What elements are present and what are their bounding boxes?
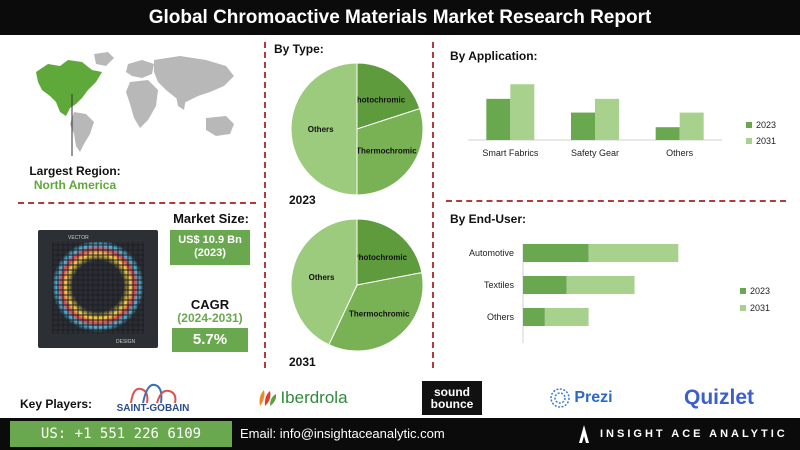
- asia-shape: [154, 56, 234, 102]
- application-category-label: Safety Gear: [571, 148, 619, 158]
- prezi-swirl-icon: [550, 388, 571, 408]
- iberdrola-leaf-icon: [259, 390, 277, 406]
- application-bar-others-2023: [655, 127, 680, 140]
- pie-label-thermochromic: Thermochromic: [349, 310, 410, 319]
- end-user-legend-label-2031: 2031: [750, 303, 770, 313]
- application-legend-swatch-2031: [746, 138, 752, 144]
- divider-right-horizontal: [446, 200, 786, 202]
- sound-bounce-text: sound bounce: [430, 385, 474, 411]
- south-america-shape: [70, 112, 94, 152]
- end-user-legend-swatch-2031: [740, 305, 746, 311]
- iberdrola-text: Iberdrola: [280, 388, 348, 407]
- pie-chart-2023: Photochromic Thermochromic Others: [290, 62, 424, 196]
- application-category-label: Smart Fabrics: [482, 148, 539, 158]
- divider-left-horizontal: [18, 202, 256, 204]
- largest-region-label: Largest Region:: [29, 164, 121, 178]
- application-legend-label-2023: 2023: [756, 120, 776, 130]
- saint-gobain-arch-icon: [130, 383, 177, 403]
- product-image: VECTOR DESIGN: [38, 230, 158, 348]
- market-size-label: Market Size:: [173, 211, 249, 226]
- end-user-bar-chart: Automotive Textiles Others 2023 2031: [469, 244, 770, 343]
- application-bar-smart-fabrics-2031: [510, 84, 535, 140]
- end-user-legend-label-2023: 2023: [750, 286, 770, 296]
- market-size-box: US$ 10.9 Bn (2023): [170, 230, 250, 265]
- market-size-year: (2023): [194, 247, 226, 259]
- end-user-category-label: Textiles: [484, 280, 515, 290]
- page-title: Global Chromoactive Materials Market Res…: [148, 7, 652, 28]
- end-user-bar-textiles-2023: [523, 276, 567, 294]
- pie-label-thermochromic: Thermochromic: [356, 146, 417, 155]
- australia-shape: [206, 116, 234, 136]
- cagr-label: CAGR: [190, 297, 230, 312]
- application-legend-swatch-2023: [746, 122, 752, 128]
- application-bar-smart-fabrics-2023: [486, 98, 511, 140]
- prezi-text: Prezi: [574, 389, 613, 406]
- pie-label-photochromic: Photochromic: [353, 253, 407, 262]
- pie-slice-photochromic: [356, 62, 421, 130]
- pie-slice-photochromic: [356, 218, 423, 286]
- africa-shape: [126, 80, 158, 128]
- quizlet-text: Quizlet: [683, 386, 754, 409]
- insight-ace-logo-icon: [579, 425, 589, 443]
- quizlet-logo: Quizlet: [672, 380, 766, 416]
- pie-slice-thermochromic: [356, 107, 424, 196]
- iberdrola-logo: Iberdrola: [252, 380, 352, 416]
- saint-gobain-logo: SAINT-GOBAIN: [112, 380, 194, 416]
- brand-name: INSIGHT ACE ANALYTIC: [600, 428, 788, 440]
- greenland-shape: [94, 52, 114, 66]
- application-category-label: Others: [666, 148, 694, 158]
- end-user-bar-others-2031: [544, 308, 589, 326]
- end-user-bar-automotive-2023: [523, 244, 589, 262]
- world-map-icon: [36, 52, 234, 156]
- application-bar-chart: Smart Fabrics Safety Gear Others 2023 2031: [468, 84, 776, 158]
- email-link[interactable]: Email: info@insightaceanalytic.com: [240, 426, 445, 441]
- application-legend-label-2031: 2031: [756, 136, 776, 146]
- india-shape: [176, 96, 186, 110]
- pie-chart-2031: Photochromic Thermochromic Others: [290, 218, 424, 352]
- key-players-label: Key Players:: [20, 397, 93, 411]
- pie-label-others: Others: [308, 125, 334, 134]
- cagr-value-box: 5.7%: [172, 328, 248, 352]
- europe-shape: [126, 60, 154, 78]
- pie-slice-others: [290, 62, 358, 196]
- prezi-logo: Prezi: [546, 380, 616, 416]
- product-caption-top: VECTOR: [68, 235, 89, 241]
- title-bar: Global Chromoactive Materials Market Res…: [0, 0, 800, 38]
- pie-slice-others: [290, 218, 358, 346]
- brand-logo: INSIGHT ACE ANALYTIC: [578, 421, 788, 447]
- pie-label-others: Others: [309, 273, 335, 282]
- end-user-legend-swatch-2023: [740, 288, 746, 294]
- by-application-title: By Application:: [450, 49, 538, 63]
- by-type-title: By Type:: [274, 42, 324, 56]
- saint-gobain-text: SAINT-GOBAIN: [116, 402, 190, 414]
- application-bar-safety-gear-2023: [571, 112, 595, 140]
- end-user-bar-textiles-2031: [566, 276, 635, 294]
- end-user-bar-others-2023: [523, 308, 545, 326]
- cagr-period: (2024-2031): [177, 311, 243, 325]
- phone-number[interactable]: US: +1 551 226 6109: [10, 421, 232, 447]
- application-bar-safety-gear-2031: [595, 98, 619, 140]
- pie-year-2023: 2023: [289, 193, 316, 207]
- pie-slice-thermochromic: [328, 272, 424, 352]
- end-user-category-label: Automotive: [469, 248, 514, 258]
- divider-right: [432, 42, 434, 368]
- end-user-category-label: Others: [487, 312, 515, 322]
- by-end-user-title: By End-User:: [450, 212, 527, 226]
- end-user-bar-automotive-2031: [588, 244, 679, 262]
- application-bar-others-2031: [679, 112, 704, 140]
- divider-left: [264, 42, 266, 368]
- product-caption-bottom: DESIGN: [116, 339, 136, 345]
- sound-bounce-logo: sound bounce: [422, 381, 482, 415]
- north-america-shape: [36, 60, 102, 116]
- market-size-value: US$ 10.9 Bn: [178, 234, 242, 246]
- pie-label-photochromic: Photochromic: [351, 96, 405, 105]
- pie-year-2031: 2031: [289, 355, 316, 369]
- largest-region-value: North America: [33, 178, 117, 192]
